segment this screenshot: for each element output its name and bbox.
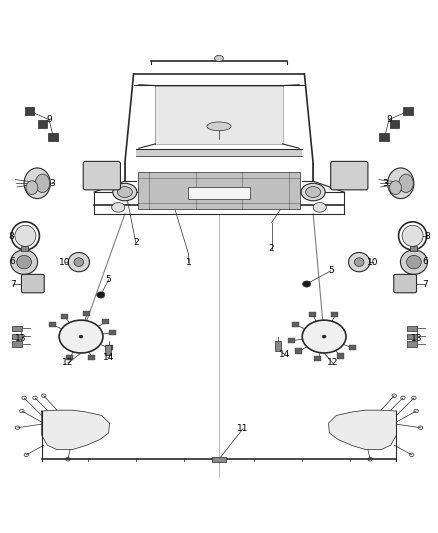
Ellipse shape <box>117 187 132 197</box>
Ellipse shape <box>207 122 231 131</box>
Bar <box>390 120 399 128</box>
Text: 14: 14 <box>279 350 290 359</box>
Bar <box>138 172 300 209</box>
Bar <box>332 312 339 317</box>
Bar <box>275 341 281 351</box>
Ellipse shape <box>349 253 370 272</box>
Bar <box>379 133 389 141</box>
Ellipse shape <box>15 225 36 246</box>
Ellipse shape <box>354 258 364 266</box>
Bar <box>110 329 117 335</box>
Text: 3: 3 <box>49 179 56 188</box>
Bar <box>407 342 417 347</box>
Bar <box>288 337 295 343</box>
Polygon shape <box>42 410 110 449</box>
Text: 9: 9 <box>46 115 52 124</box>
Text: 14: 14 <box>103 353 114 362</box>
Bar <box>407 326 417 332</box>
Bar <box>48 133 58 141</box>
Ellipse shape <box>402 225 423 246</box>
Bar <box>25 107 34 115</box>
Ellipse shape <box>406 255 421 269</box>
Bar <box>12 342 22 347</box>
Bar <box>12 326 22 332</box>
Ellipse shape <box>79 335 83 338</box>
Ellipse shape <box>399 174 413 192</box>
FancyBboxPatch shape <box>394 274 417 293</box>
Bar <box>309 312 316 317</box>
Text: 7: 7 <box>10 279 16 288</box>
Bar <box>403 107 413 115</box>
Bar <box>155 86 283 144</box>
Ellipse shape <box>26 181 38 195</box>
Bar <box>407 334 417 339</box>
Text: 6: 6 <box>423 257 429 266</box>
Ellipse shape <box>302 320 346 353</box>
Bar <box>212 457 226 462</box>
Text: 5: 5 <box>328 266 334 276</box>
Ellipse shape <box>313 203 326 212</box>
Bar <box>106 345 113 350</box>
Ellipse shape <box>306 187 321 197</box>
Ellipse shape <box>301 183 325 201</box>
Ellipse shape <box>113 183 137 201</box>
Ellipse shape <box>24 168 50 199</box>
Ellipse shape <box>322 335 326 338</box>
Text: 2: 2 <box>133 238 138 247</box>
Text: 6: 6 <box>9 257 15 266</box>
Ellipse shape <box>390 181 401 195</box>
Text: 1: 1 <box>185 257 191 266</box>
Bar <box>105 345 111 355</box>
Bar <box>83 311 90 316</box>
Text: 13: 13 <box>15 334 27 343</box>
Bar <box>188 187 250 199</box>
FancyBboxPatch shape <box>331 161 368 190</box>
Text: 5: 5 <box>106 275 112 284</box>
Ellipse shape <box>11 250 38 274</box>
Ellipse shape <box>388 168 414 199</box>
FancyBboxPatch shape <box>21 274 44 293</box>
Bar <box>60 313 67 319</box>
Ellipse shape <box>74 258 84 266</box>
Ellipse shape <box>215 55 223 61</box>
Text: 2: 2 <box>269 245 274 254</box>
Bar <box>349 345 356 350</box>
FancyBboxPatch shape <box>83 161 120 190</box>
Text: 8: 8 <box>424 232 430 241</box>
Bar <box>314 356 321 361</box>
Bar <box>12 334 22 339</box>
Ellipse shape <box>17 255 32 269</box>
Bar <box>66 355 73 360</box>
Bar <box>38 120 47 128</box>
Bar <box>102 319 109 324</box>
Text: 12: 12 <box>327 358 339 367</box>
Ellipse shape <box>112 203 125 212</box>
Ellipse shape <box>303 281 311 287</box>
Ellipse shape <box>97 292 105 298</box>
Ellipse shape <box>59 320 103 353</box>
Bar <box>292 322 299 327</box>
Text: 13: 13 <box>411 334 423 343</box>
Bar <box>410 246 417 251</box>
Text: 9: 9 <box>386 115 392 124</box>
Text: 3: 3 <box>382 179 389 188</box>
Text: 7: 7 <box>422 279 428 288</box>
Ellipse shape <box>68 253 89 272</box>
Bar <box>88 355 95 360</box>
Bar <box>336 353 343 359</box>
Text: 10: 10 <box>367 257 379 266</box>
Bar <box>295 348 302 353</box>
Text: 11: 11 <box>237 424 249 433</box>
Bar <box>49 322 56 327</box>
Ellipse shape <box>35 174 50 192</box>
Text: 10: 10 <box>59 257 71 266</box>
Text: 8: 8 <box>8 232 14 241</box>
Bar <box>21 246 28 251</box>
Text: 12: 12 <box>62 358 74 367</box>
Bar <box>136 149 302 157</box>
Ellipse shape <box>400 250 427 274</box>
Polygon shape <box>328 410 396 449</box>
